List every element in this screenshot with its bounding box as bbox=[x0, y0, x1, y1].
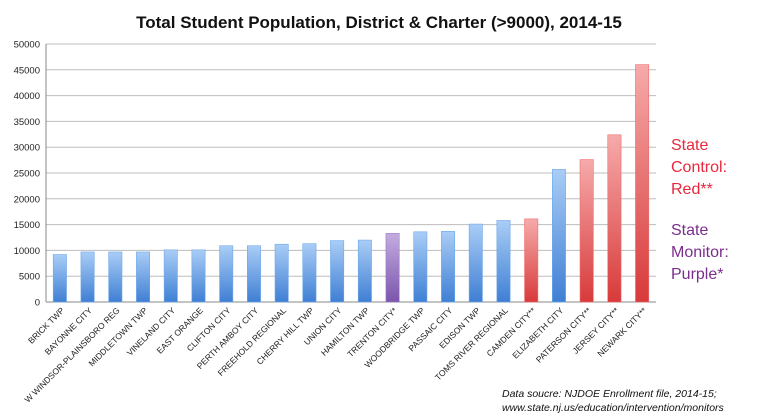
x-tick-label: VINELAND CITY bbox=[125, 305, 178, 358]
state-monitor-line-3: Purple* bbox=[671, 266, 724, 283]
bar-east-orange bbox=[191, 249, 206, 303]
state-control-line-3: Red** bbox=[671, 181, 713, 198]
bar-trenton-city bbox=[385, 233, 400, 303]
bar-toms-river-regional bbox=[496, 220, 511, 303]
chart-title: Total Student Population, District & Cha… bbox=[136, 13, 622, 32]
bar-freehold-regional bbox=[274, 243, 289, 303]
y-tick-label: 50000 bbox=[14, 40, 40, 51]
bar-jersey-city bbox=[607, 134, 622, 303]
state-control-note: State Control: Red** bbox=[671, 135, 727, 201]
bars bbox=[52, 64, 650, 303]
bar-passaic-city bbox=[441, 231, 455, 303]
bar-w-windsor-plainsboro-reg bbox=[108, 251, 123, 303]
state-monitor-note: State Monitor: Purple* bbox=[671, 220, 729, 286]
bar-woodbridge-twp bbox=[413, 231, 428, 303]
y-tick-label: 15000 bbox=[14, 220, 40, 231]
state-monitor-line-1: State bbox=[671, 222, 709, 239]
bar-camden-city bbox=[524, 218, 539, 303]
y-tick-label: 40000 bbox=[14, 91, 40, 102]
y-tick-label: 10000 bbox=[14, 246, 40, 257]
y-tick-label: 35000 bbox=[14, 117, 40, 128]
x-tick-label: CAMDEN CITY** bbox=[484, 305, 538, 359]
bar-elizabeth-city bbox=[551, 169, 566, 303]
y-tick-label: 5000 bbox=[19, 272, 40, 283]
bar-newark-city bbox=[635, 64, 650, 303]
y-tick-label: 25000 bbox=[14, 169, 40, 180]
bar-cherry-hill-twp bbox=[302, 243, 317, 303]
x-tick-label: HAMILTON TWP bbox=[319, 305, 372, 358]
bar-hamilton-twp bbox=[357, 239, 372, 303]
state-control-line-1: State bbox=[671, 137, 709, 154]
source-line-1: Data soucre: NJDOE Enrollment file, 2014… bbox=[502, 388, 717, 400]
data-source-note: Data soucre: NJDOE Enrollment file, 2014… bbox=[502, 387, 757, 415]
x-tick-label: TRENTON CITY* bbox=[345, 305, 399, 359]
y-tick-label: 30000 bbox=[14, 143, 40, 154]
y-tick-label: 20000 bbox=[14, 194, 40, 205]
bar-clifton-city bbox=[219, 245, 234, 303]
bar-edison-twp bbox=[468, 223, 483, 303]
bar-perth-amboy-city bbox=[247, 245, 261, 303]
x-tick-label: NEWARK CITY** bbox=[595, 305, 649, 359]
bar-union-city bbox=[330, 240, 345, 303]
y-tick-label: 45000 bbox=[14, 65, 40, 76]
bar-vineland-city bbox=[163, 249, 178, 303]
bar-brick-twp bbox=[52, 254, 67, 303]
bar-bayonne-city bbox=[80, 251, 95, 303]
bar-paterson-city bbox=[579, 159, 594, 303]
y-tick-label: 0 bbox=[35, 298, 40, 309]
bar-middletown-twp bbox=[136, 251, 151, 303]
source-line-2: www.state.nj.us/education/intervention/m… bbox=[502, 402, 724, 414]
state-control-line-2: Control: bbox=[671, 159, 728, 176]
state-monitor-line-2: Monitor: bbox=[671, 244, 729, 261]
